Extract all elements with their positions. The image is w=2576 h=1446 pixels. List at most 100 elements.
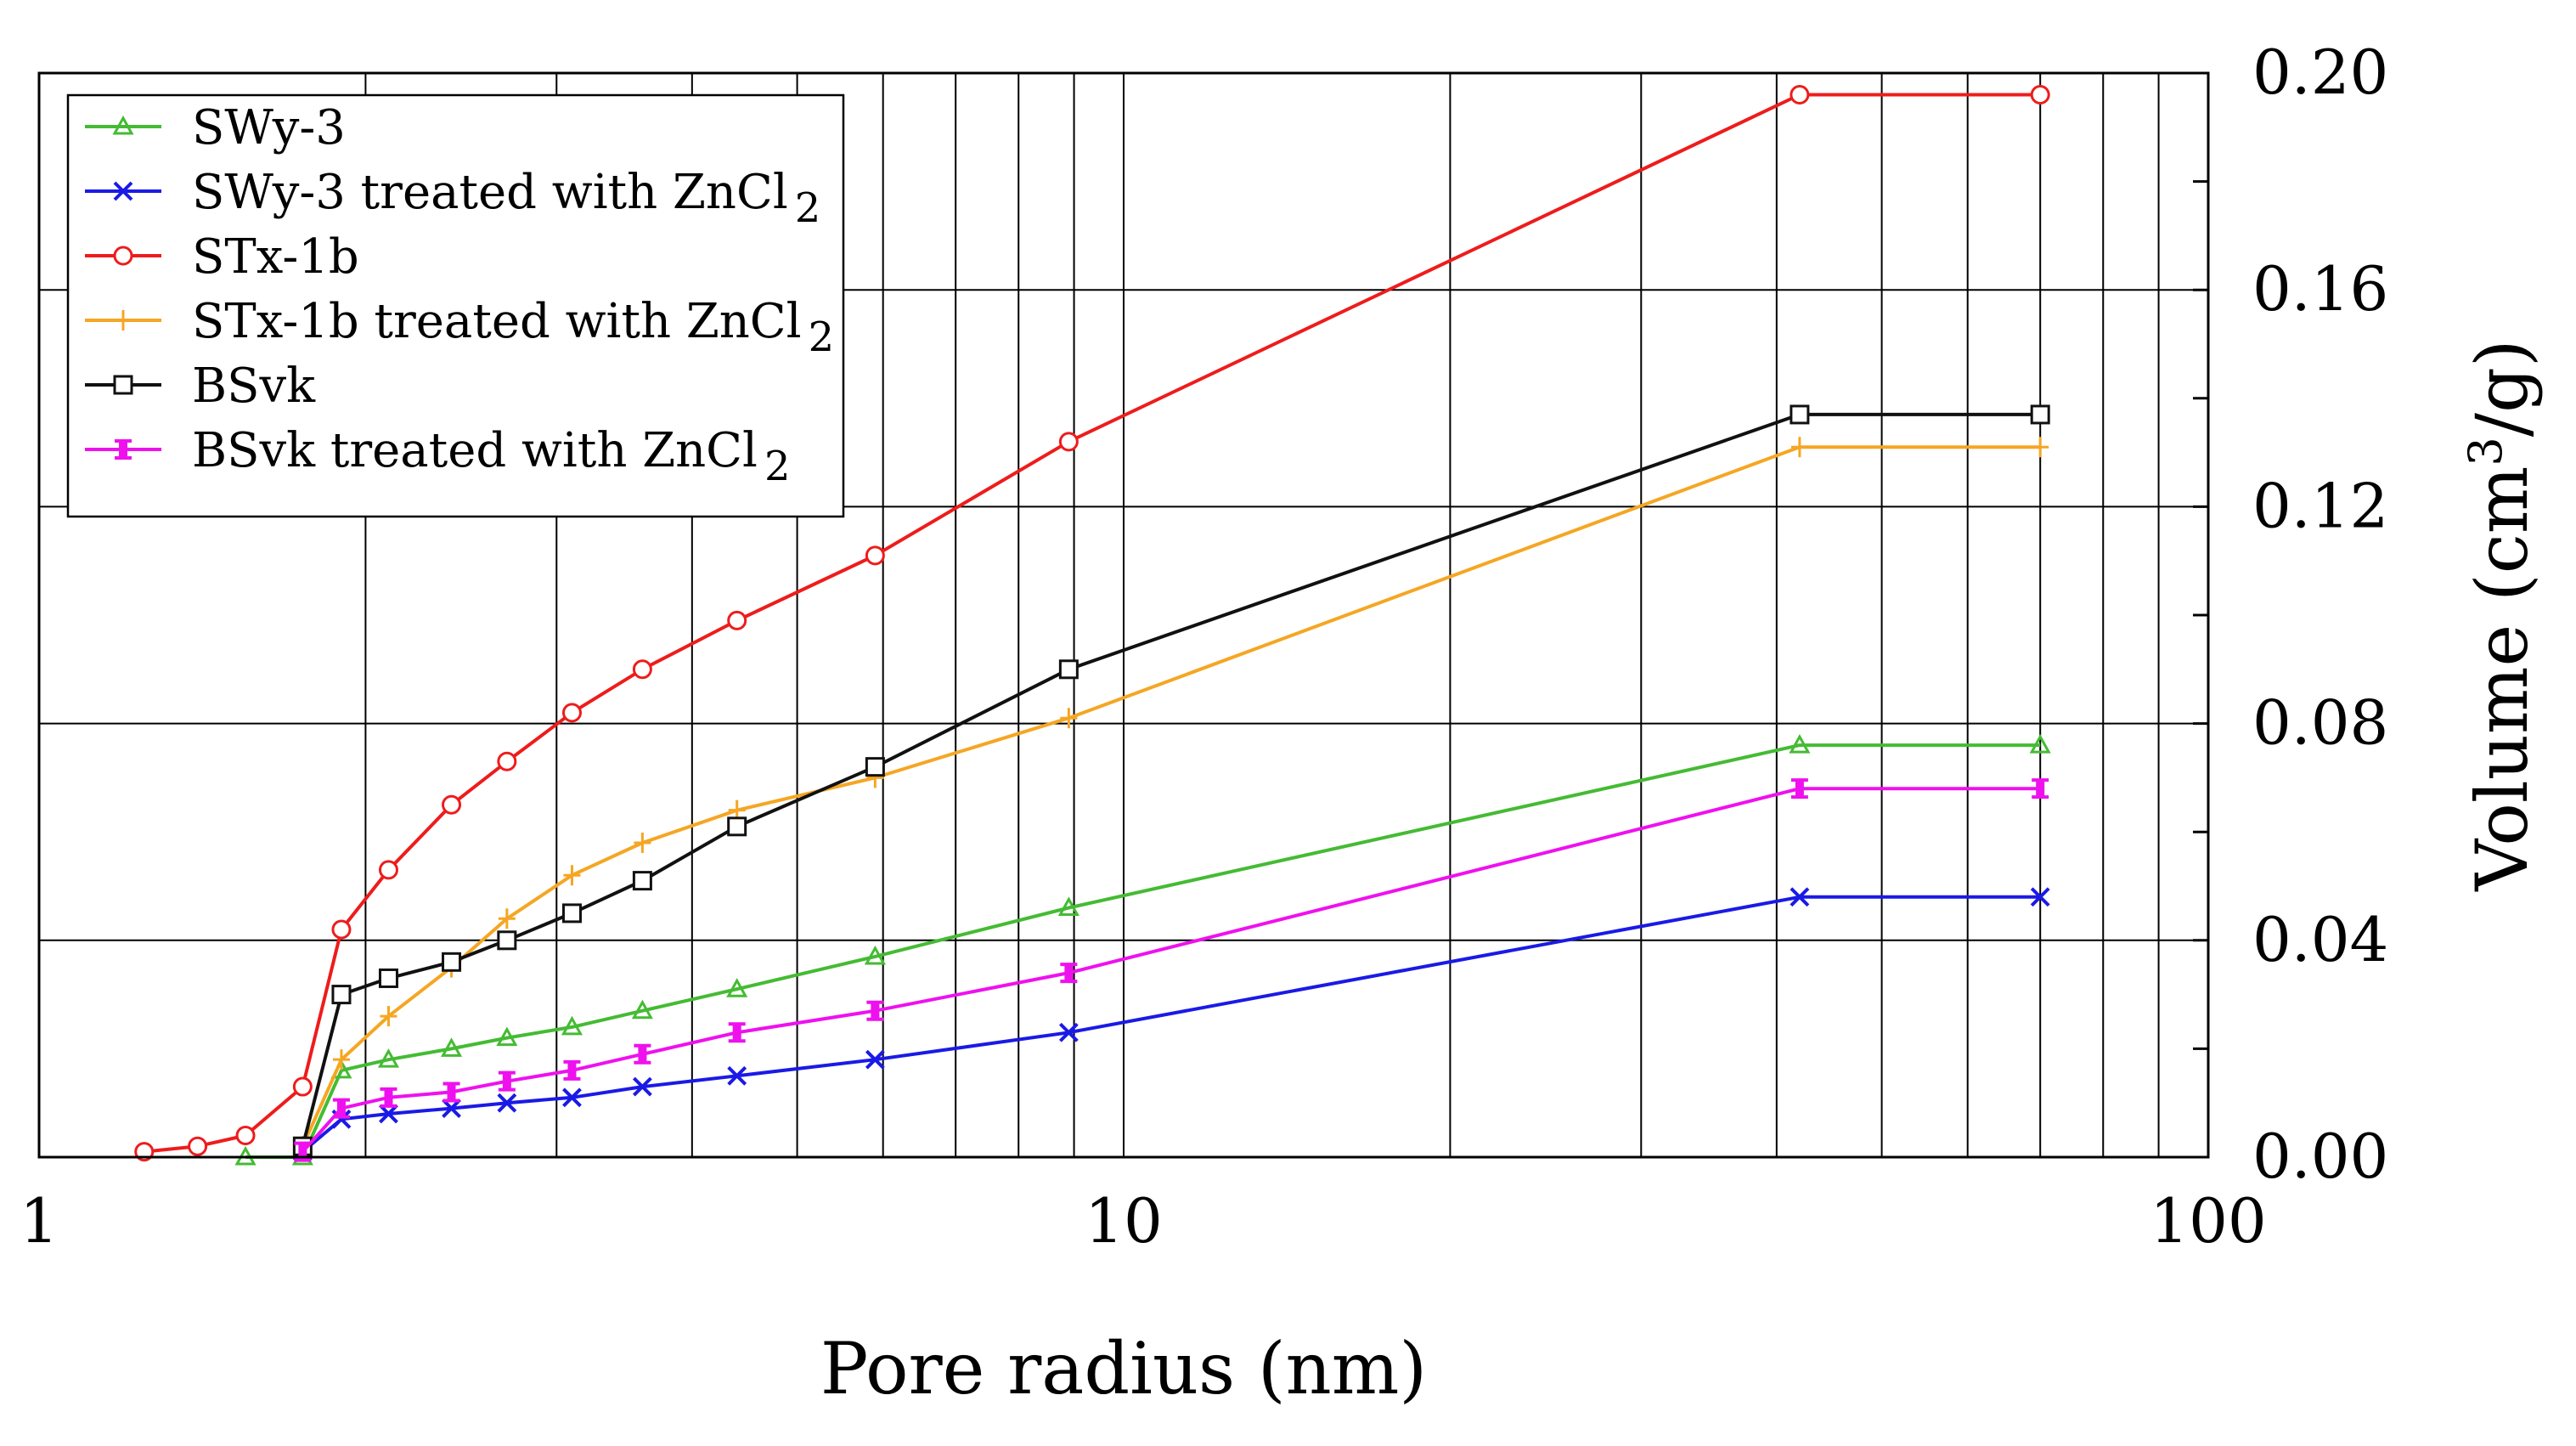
- series-2-point: [497, 1093, 517, 1113]
- y-axis-title-suffix: /g): [2460, 339, 2544, 437]
- series-1-point: [440, 1037, 463, 1057]
- series-3-point-shape: [1790, 85, 1810, 105]
- series-3-point-shape: [865, 545, 885, 566]
- legend-box: [66, 93, 845, 518]
- series-5-point-shape: [442, 952, 462, 972]
- series-5-point-shape: [497, 930, 517, 951]
- series-2-line: [302, 895, 2041, 1154]
- legend-item-5: BSvk: [85, 359, 316, 414]
- legend-label: BSvk treated with ZnCl 2: [192, 423, 790, 490]
- series-5-point: [442, 952, 462, 972]
- axis-ticks: 0.00 0.04 0.08 0.12 0.16 0.20 1 10 100: [20, 37, 2388, 1257]
- legend-label-text: STx-1b treated with ZnCl: [192, 294, 802, 349]
- series-2-point-stroke-b: [379, 1104, 398, 1124]
- series-3-point: [2030, 85, 2050, 105]
- series-6-point-body: [1795, 780, 1804, 798]
- series-layer: [134, 85, 2051, 1166]
- series-2-point: [442, 1099, 461, 1118]
- series-1-line: [245, 743, 2041, 1159]
- y-tick-label: 0.16: [2252, 253, 2388, 325]
- series-6-point-body: [447, 1083, 456, 1101]
- series-3-point-shape: [235, 1125, 256, 1145]
- series-4-point: [1060, 708, 1078, 729]
- series-1-point-shape: [496, 1026, 518, 1047]
- legend-item-6: BSvk treated with ZnCl 2: [85, 423, 790, 490]
- series-3-point: [442, 794, 462, 815]
- series-4-point: [563, 865, 581, 886]
- legend-label-text: BSvk: [192, 359, 316, 414]
- y-tick-label: 0.08: [2252, 687, 2388, 759]
- legend-label: BSvk: [192, 359, 316, 414]
- series-2-point: [1790, 887, 1810, 907]
- series-6-point: [1790, 778, 1808, 799]
- legend: SWy-3 SWy-3 treated with ZnCl 2 STx-1b STx-1…: [66, 93, 845, 518]
- series-1-point: [496, 1026, 518, 1047]
- series-3-point-shape: [292, 1076, 313, 1097]
- series-3-point: [1790, 85, 1810, 105]
- series-5-point-shape: [1058, 659, 1079, 680]
- series-6-point: [2032, 778, 2049, 799]
- series-2-point-stroke-b: [1790, 887, 1810, 907]
- series-3-point: [1058, 432, 1079, 452]
- legend-swatch-marker-shape: [113, 246, 133, 266]
- series-2-point: [379, 1104, 398, 1124]
- series-3-point: [497, 751, 517, 771]
- series-3-point: [561, 703, 582, 723]
- series-6-point-body: [1064, 964, 1074, 982]
- series-2-point: [727, 1065, 747, 1086]
- series-3-point: [632, 659, 652, 680]
- legend-item-1: SWy-3: [85, 100, 346, 155]
- series-4-point: [634, 832, 651, 853]
- series-2-point: [2030, 887, 2050, 907]
- series-6-point: [866, 1000, 884, 1021]
- series-6-point-body: [502, 1072, 511, 1090]
- legend-swatch-marker: [113, 181, 133, 201]
- series-1-point: [561, 1015, 583, 1036]
- legend-label-text: BSvk treated with ZnCl: [192, 423, 758, 478]
- series-1-point-shape: [440, 1037, 463, 1057]
- legend-label: STx-1b: [192, 229, 359, 285]
- legend-swatch-marker-shape: [112, 115, 134, 135]
- series-1-point: [377, 1048, 400, 1068]
- legend-label: STx-1b treated with ZnCl 2: [192, 294, 834, 361]
- series-6-point-body: [384, 1088, 393, 1106]
- series-6-point: [728, 1022, 746, 1043]
- series-5-point-shape: [331, 985, 352, 1005]
- series-5-point-shape: [2030, 404, 2050, 425]
- x-tick-label: 100: [2150, 1185, 2266, 1257]
- series-2-point-stroke-b: [562, 1087, 582, 1108]
- series-1-point: [1789, 734, 1811, 754]
- series-6-point-body: [732, 1024, 741, 1042]
- legend-swatch-marker: [113, 375, 133, 395]
- x-axis-title: Pore radius (nm): [820, 1327, 1427, 1410]
- series-5-point: [865, 757, 885, 777]
- legend-label-text: STx-1b: [192, 229, 359, 285]
- series-4-point: [332, 1049, 350, 1070]
- series-1-point: [631, 999, 653, 1020]
- legend-item-3: STx-1b: [85, 229, 359, 285]
- series-1-point: [1057, 896, 1079, 917]
- series-3-point: [378, 860, 398, 880]
- legend-swatch-marker: [115, 439, 132, 460]
- legend-label-text: SWy-3 treated with ZnCl: [192, 165, 788, 220]
- series-3-point: [331, 919, 352, 940]
- y-tick-label: 0.04: [2252, 904, 2388, 975]
- series-6-point: [380, 1087, 397, 1108]
- series-4-point: [498, 908, 516, 929]
- series-4-point: [2032, 437, 2049, 458]
- series-6-point-body: [298, 1143, 307, 1161]
- series-3-point: [865, 545, 885, 566]
- series-2-point-stroke-b: [632, 1076, 652, 1097]
- series-1-point-shape: [726, 978, 748, 997]
- series-3-point-shape: [442, 794, 462, 815]
- series-6-point: [634, 1043, 651, 1065]
- series-2-point: [1058, 1022, 1079, 1042]
- legend-label: SWy-3: [192, 100, 346, 155]
- legend-label-subscript: 2: [809, 313, 835, 361]
- y-tick-label: 0.00: [2252, 1121, 2388, 1192]
- legend-swatch-marker-shape: [113, 375, 133, 395]
- legend-swatch-marker-stroke-b: [113, 181, 133, 201]
- y-axis-title-prefix: Volume (cm: [2460, 466, 2544, 892]
- series-2-point: [632, 1076, 652, 1097]
